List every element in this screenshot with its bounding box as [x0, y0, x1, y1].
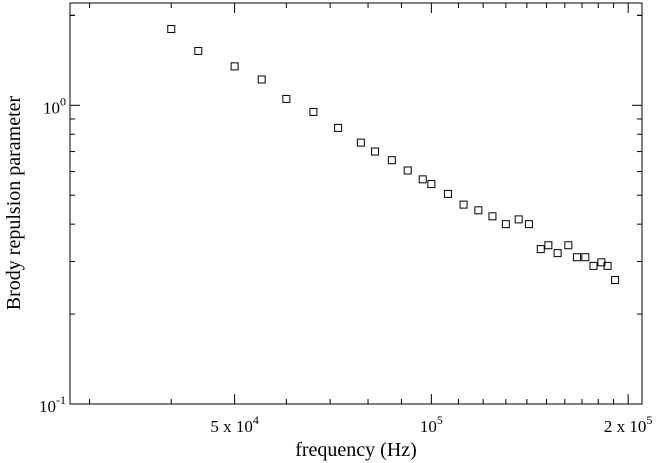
y-tick-label-base: 10 [43, 98, 60, 117]
y-tick-label-base: 10 [39, 397, 56, 416]
data-point [334, 123, 343, 132]
y-tick-label: 100 [43, 94, 66, 117]
data-point [603, 261, 612, 270]
x-axis-label: frequency (Hz) [295, 439, 417, 461]
data-point [564, 241, 573, 250]
data-point [572, 253, 581, 262]
plot-frame [69, 2, 643, 405]
data-points [167, 25, 620, 285]
data-point [524, 220, 533, 229]
y-axis-label: Brody repulsion parameter [3, 95, 25, 310]
data-point [257, 75, 266, 84]
x-tick-label: 2 x 105 [604, 413, 653, 436]
x-tick-label-exp: 5 [646, 413, 652, 427]
data-point [501, 220, 510, 229]
data-point [553, 249, 562, 258]
data-point [536, 245, 545, 254]
data-point [387, 156, 396, 165]
data-point [309, 107, 318, 116]
axis-ticks [70, 3, 642, 405]
data-point [167, 25, 176, 34]
data-point [488, 212, 497, 221]
x-tick-label-exp: 5 [437, 413, 443, 427]
data-point [403, 166, 412, 175]
data-point [418, 175, 427, 184]
data-point [589, 261, 598, 270]
x-tick-label: 5 x 104 [210, 413, 259, 436]
y-tick-label: 10-1 [39, 393, 66, 416]
data-point [371, 147, 380, 156]
y-tick-label-exp: 0 [60, 94, 66, 108]
x-tick-label-base: 5 x 10 [210, 417, 253, 436]
x-tick-label-base: 10 [420, 417, 437, 436]
data-point [459, 200, 468, 209]
x-tick-label: 105 [420, 413, 443, 436]
data-point [427, 180, 436, 189]
data-point [611, 276, 620, 285]
y-tick-label-exp: -1 [56, 393, 66, 407]
data-point [230, 62, 239, 71]
data-point [282, 94, 291, 103]
x-tick-label-base: 2 x 10 [604, 417, 647, 436]
data-point [474, 206, 483, 215]
data-point [443, 189, 452, 198]
data-point [356, 138, 365, 147]
data-point [544, 241, 553, 250]
data-point [194, 46, 203, 55]
x-tick-label-exp: 4 [253, 413, 259, 427]
data-point [514, 215, 523, 224]
data-point [581, 253, 590, 262]
